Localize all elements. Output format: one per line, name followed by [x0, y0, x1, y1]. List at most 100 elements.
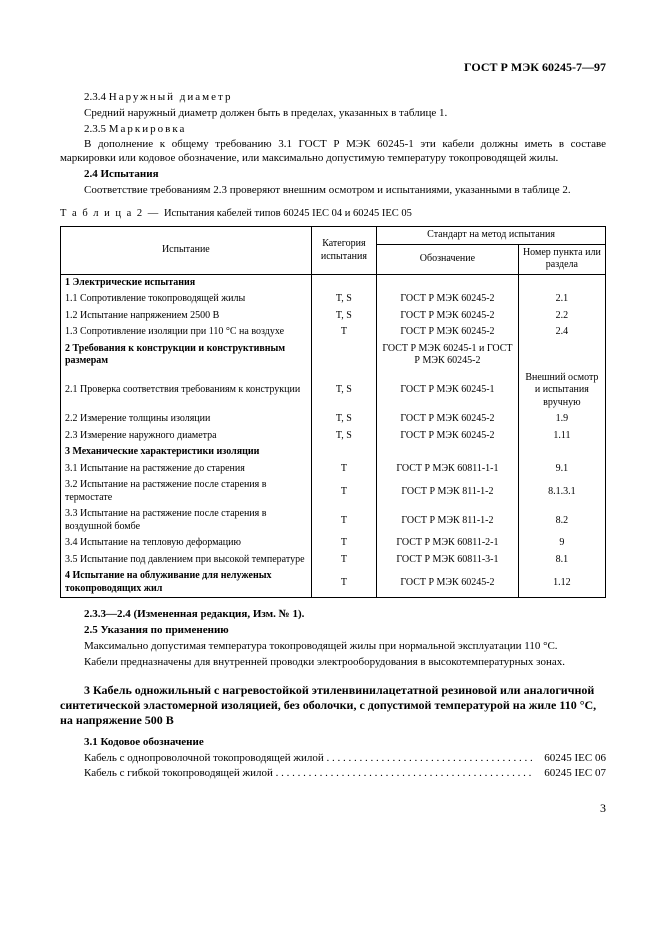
cell-desig: ГОСТ Р МЭК 60245-2: [377, 291, 519, 308]
th-category: Категория испытания: [311, 227, 376, 275]
cell-test: 2 Требования к конструкции и конструктив…: [61, 341, 312, 370]
table-row: 1.1 Сопротивление токопроводящей жилыT, …: [61, 291, 606, 308]
table-row: 3.3 Испытание на растяжение после старен…: [61, 506, 606, 535]
table-row: 3.4 Испытание на тепловую деформациюTГОС…: [61, 535, 606, 552]
th-test: Испытание: [61, 227, 312, 275]
code-value: 60245 IEC 06: [534, 752, 606, 766]
cell-desig: ГОСТ Р МЭК 60245-2: [377, 308, 519, 325]
page-number: 3: [60, 801, 606, 816]
cell-category: T: [311, 477, 376, 506]
p-2-3-5-title: Маркировка: [109, 123, 187, 135]
p-2-5-text2: Кабели предназначены для внутренней пров…: [60, 656, 606, 670]
doc-code: ГОСТ Р МЭК 60245-7—97: [60, 60, 606, 75]
table-row: 1.3 Сопротивление изоляции при 110 °C на…: [61, 324, 606, 341]
sec3-heading: 3 Кабель одножильный с нагревостойкой эт…: [60, 683, 606, 728]
cell-desig: ГОСТ Р МЭК 60245-2: [377, 411, 519, 428]
table-caption: Т а б л и ц а 2 — Испытания кабелей типо…: [60, 207, 606, 220]
p-2-4-text: Соответствие требованиям 2.3 проверяют в…: [60, 184, 606, 198]
test-table: Испытание Категория испытания Стандарт н…: [60, 226, 606, 598]
cell-category: T: [311, 535, 376, 552]
table-row: 1.2 Испытание напряжением 2500 ВT, SГОСТ…: [61, 308, 606, 325]
cell-desig: ГОСТ Р МЭК 60245-2: [377, 568, 519, 598]
cell-test: 1 Электрические испытания: [61, 274, 312, 291]
cell-category: T: [311, 506, 376, 535]
p-2-3-5-num: 2.3.5: [84, 123, 109, 135]
cell-desig: ГОСТ Р МЭК 60245-1 и ГОСТ Р МЭК 60245-2: [377, 341, 519, 370]
cell-category: T: [311, 568, 376, 598]
table-row: 3.2 Испытание на растяжение после старен…: [61, 477, 606, 506]
th-clause: Номер пункта или раздела: [518, 244, 605, 274]
cell-desig: ГОСТ Р МЭК 811-1-2: [377, 506, 519, 535]
cell-test: 4 Испытание на облуживание для нелуженых…: [61, 568, 312, 598]
p-2-3-4-text: Средний наружный диаметр должен быть в п…: [60, 107, 606, 121]
cell-clause: [518, 274, 605, 291]
cell-test: 2.1 Проверка соответствия требованиям к …: [61, 370, 312, 412]
cell-category: T, S: [311, 291, 376, 308]
cell-category: T, S: [311, 411, 376, 428]
table-row: 2.1 Проверка соответствия требованиям к …: [61, 370, 606, 412]
cell-clause: 9: [518, 535, 605, 552]
cell-desig: [377, 274, 519, 291]
cell-test: 3.3 Испытание на растяжение после старен…: [61, 506, 312, 535]
cell-clause: 1.9: [518, 411, 605, 428]
p-2-3-4-title: Наружный диаметр: [109, 91, 233, 103]
table-row: 4 Испытание на облуживание для нелуженых…: [61, 568, 606, 598]
cell-test: 1.2 Испытание напряжением 2500 В: [61, 308, 312, 325]
code-lines: Кабель с однопроволочной токопроводящей …: [60, 752, 606, 781]
p-2-3-4: 2.3.4 Наружный диаметр: [60, 91, 606, 105]
cell-category: [311, 341, 376, 370]
p-2-3-5: 2.3.5 Маркировка: [60, 123, 606, 137]
cell-category: T, S: [311, 370, 376, 412]
cell-test: 1.1 Сопротивление токопроводящей жилы: [61, 291, 312, 308]
cell-clause: 2.1: [518, 291, 605, 308]
p-2-3-4-num: 2.3.4: [84, 91, 109, 103]
table-caption-prefix: Т а б л и ц а 2 —: [60, 208, 164, 219]
cell-desig: ГОСТ Р МЭК 60245-2: [377, 324, 519, 341]
code-line: Кабель с гибкой токопроводящей жилой 602…: [84, 767, 606, 781]
cell-category: [311, 444, 376, 461]
cell-test: 1.3 Сопротивление изоляции при 110 °C на…: [61, 324, 312, 341]
amend-note: 2.3.3—2.4 (Измененная редакция, Изм. № 1…: [60, 608, 606, 622]
cell-desig: ГОСТ Р МЭК 60811-3-1: [377, 552, 519, 569]
p-3-1-h: 3.1 Кодовое обозначение: [60, 736, 606, 750]
cell-clause: 2.2: [518, 308, 605, 325]
table-row: 3.1 Испытание на растяжение до старенияT…: [61, 461, 606, 478]
table-row: 2 Требования к конструкции и конструктив…: [61, 341, 606, 370]
cell-test: 3.2 Испытание на растяжение после старен…: [61, 477, 312, 506]
cell-category: [311, 274, 376, 291]
cell-test: 3.5 Испытание под давлением при высокой …: [61, 552, 312, 569]
cell-test: 3.4 Испытание на тепловую деформацию: [61, 535, 312, 552]
cell-desig: ГОСТ Р МЭК 811-1-2: [377, 477, 519, 506]
cell-test: 2.2 Измерение толщины изоляции: [61, 411, 312, 428]
cell-test: 2.3 Измерение наружного диаметра: [61, 428, 312, 445]
p-2-4-h: 2.4 Испытания: [60, 168, 606, 182]
cell-test: 3.1 Испытание на растяжение до старения: [61, 461, 312, 478]
code-label: Кабель с однопроволочной токопроводящей …: [84, 752, 534, 766]
cell-category: T, S: [311, 308, 376, 325]
tbody: 1 Электрические испытания1.1 Сопротивлен…: [61, 274, 606, 598]
cell-category: T, S: [311, 428, 376, 445]
th-desig: Обозначение: [377, 244, 519, 274]
table-row: 2.2 Измерение толщины изоляцииT, SГОСТ Р…: [61, 411, 606, 428]
cell-desig: [377, 444, 519, 461]
cell-clause: 8.1: [518, 552, 605, 569]
cell-clause: 8.2: [518, 506, 605, 535]
p-2-5-h: 2.5 Указания по применению: [60, 624, 606, 638]
th-standard: Стандарт на метод испытания: [377, 227, 606, 245]
p-2-3-5-text: В дополнение к общему требованию 3.1 ГОС…: [60, 138, 606, 166]
code-label: Кабель с гибкой токопроводящей жилой: [84, 767, 534, 781]
cell-clause: 8.1.3.1: [518, 477, 605, 506]
cell-clause: 9.1: [518, 461, 605, 478]
thead: Испытание Категория испытания Стандарт н…: [61, 227, 606, 275]
cell-desig: ГОСТ Р МЭК 60245-1: [377, 370, 519, 412]
cell-clause: 2.4: [518, 324, 605, 341]
cell-desig: ГОСТ Р МЭК 60811-1-1: [377, 461, 519, 478]
cell-clause: Внешний осмотр и испытания вручную: [518, 370, 605, 412]
page: ГОСТ Р МЭК 60245-7—97 2.3.4 Наружный диа…: [0, 0, 661, 856]
table-row: 1 Электрические испытания: [61, 274, 606, 291]
code-value: 60245 IEC 07: [534, 767, 606, 781]
table-caption-text: Испытания кабелей типов 60245 IEC 04 и 6…: [164, 208, 412, 219]
table-row: 2.3 Измерение наружного диаметраT, SГОСТ…: [61, 428, 606, 445]
cell-clause: [518, 444, 605, 461]
table-row: 3 Механические характеристики изоляции: [61, 444, 606, 461]
